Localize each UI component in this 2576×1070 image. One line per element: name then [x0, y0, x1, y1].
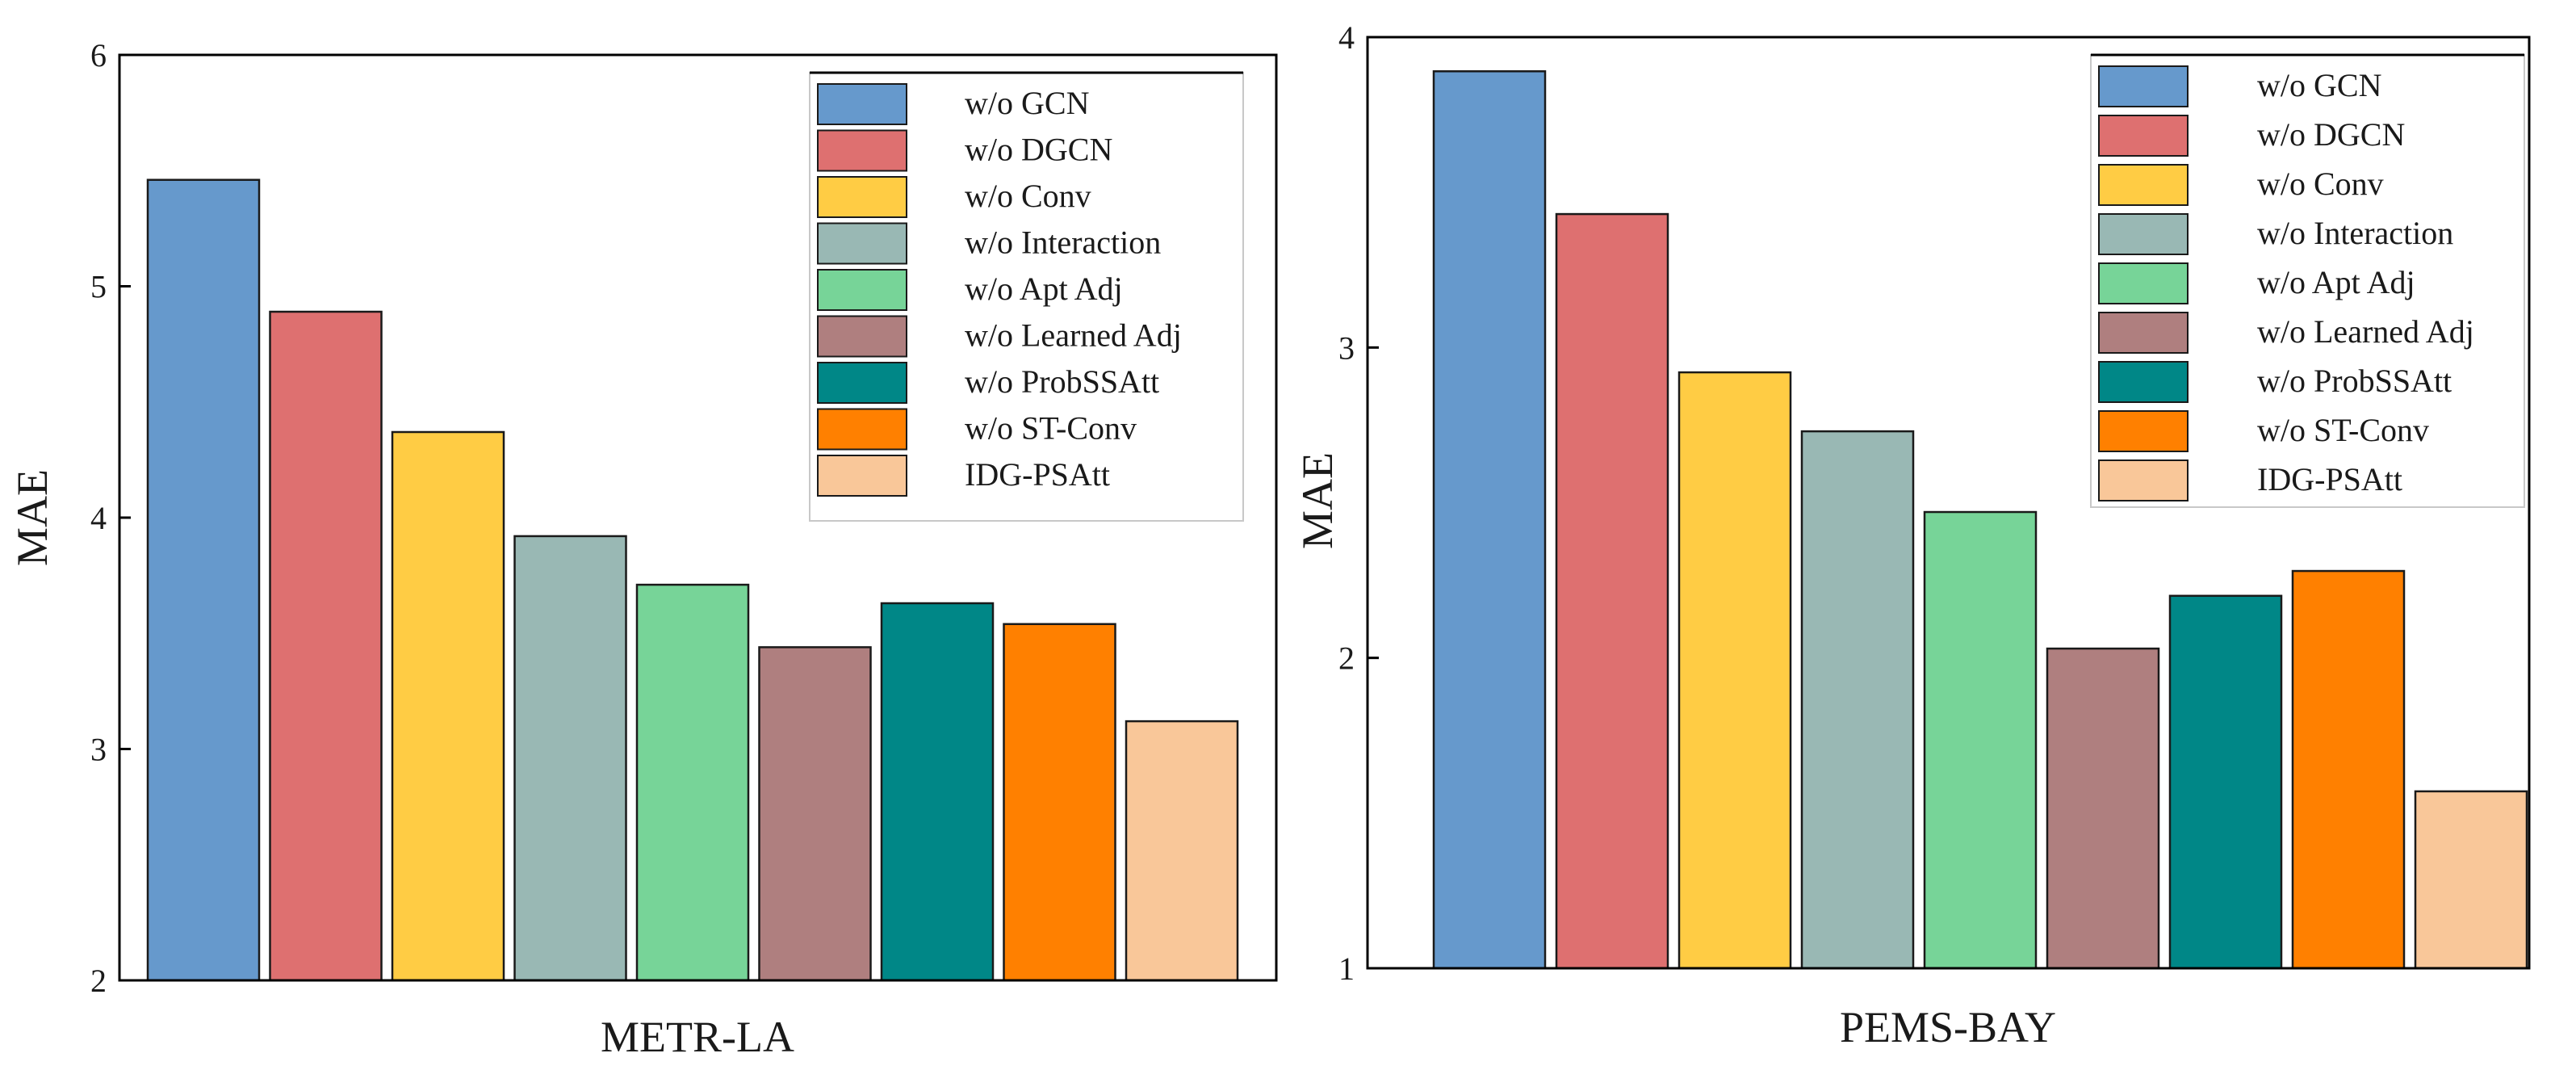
x-axis-title-metr-la: METR-LA	[601, 1013, 794, 1061]
bar-metr-la-9	[1125, 720, 1239, 982]
legend-label-pems-bay-9: IDG-PSAtt	[2257, 461, 2402, 497]
legend-swatch-pems-bay-3	[2098, 164, 2189, 206]
legend-swatch-metr-la-9	[817, 455, 907, 497]
legend-label-metr-la-9: IDG-PSAtt	[965, 456, 1110, 493]
y-tick-label-metr-la-0: 2	[90, 963, 107, 999]
y-tick-label-pems-bay-2: 3	[1338, 329, 1355, 366]
y-tick-label-pems-bay-3: 4	[1338, 19, 1355, 56]
y-ticks-pems-bay: 1 2 3 4	[1338, 19, 1379, 987]
legend-swatch-pems-bay-9	[2098, 459, 2189, 501]
legend-pems-bay: w/o GCN w/o DGCN w/o Conv w/o Interaction w/…	[2090, 53, 2525, 508]
chart-pems-bay: 1 2 3 4 MAE PEMS-BAY w/o GCN w/o DGCN w/o Con…	[1293, 19, 2531, 1051]
legend-swatch-pems-bay-7	[2098, 361, 2189, 403]
legend-label-metr-la-2: w/o DGCN	[965, 132, 1112, 168]
bar-pems-bay-8	[2291, 569, 2406, 970]
bar-metr-la-6	[758, 646, 872, 982]
x-axis-title-pems-bay: PEMS-BAY	[1840, 1003, 2056, 1051]
y-tick-label-metr-la-2: 4	[90, 500, 107, 536]
bars-metr-la	[146, 178, 1239, 982]
chart-metr-la: 2 3 4 5 6 MAE METR-LA w/o GCN w/o DGCN w/o Con…	[8, 37, 1278, 1061]
legend-label-pems-bay-5: w/o Apt Adj	[2257, 264, 2415, 300]
legend-label-metr-la-1: w/o GCN	[965, 85, 1089, 121]
legend-swatch-metr-la-8	[817, 408, 907, 451]
bar-pems-bay-9	[2414, 790, 2528, 970]
legend-swatch-pems-bay-1	[2098, 65, 2189, 107]
legend-swatch-pems-bay-2	[2098, 115, 2189, 157]
legend-swatch-pems-bay-5	[2098, 262, 2189, 304]
bar-pems-bay-6	[2046, 647, 2160, 970]
bar-pems-bay-2	[1555, 212, 1669, 970]
legend-swatch-metr-la-6	[817, 315, 907, 358]
legend-label-pems-bay-7: w/o ProbSSAtt	[2257, 363, 2452, 399]
bar-pems-bay-5	[1923, 510, 2038, 970]
bar-metr-la-2	[269, 310, 383, 982]
y-tick-label-pems-bay-1: 2	[1338, 640, 1355, 677]
legend-label-metr-la-8: w/o ST-Conv	[965, 410, 1137, 447]
bar-pems-bay-7	[2168, 594, 2283, 970]
legend-swatch-pems-bay-6	[2098, 312, 2189, 354]
bar-metr-la-3	[391, 430, 505, 982]
legend-label-metr-la-6: w/o Learned Adj	[965, 317, 1182, 354]
y-tick-label-metr-la-3: 5	[90, 269, 107, 305]
legend-label-pems-bay-1: w/o GCN	[2257, 67, 2381, 103]
legend-label-pems-bay-8: w/o ST-Conv	[2257, 412, 2429, 448]
bar-pems-bay-3	[1678, 371, 1792, 970]
legend-swatch-metr-la-7	[817, 362, 907, 404]
plot-frame-pems-bay	[1366, 36, 2531, 970]
legend-label-pems-bay-3: w/o Conv	[2257, 166, 2384, 202]
legend-metr-la: w/o GCN w/o DGCN w/o Conv w/o Interaction w/…	[809, 71, 1244, 522]
y-ticks-metr-la: 2 3 4 5 6	[90, 37, 131, 999]
bar-metr-la-8	[1003, 623, 1116, 982]
legend-label-pems-bay-4: w/o Interaction	[2257, 215, 2453, 251]
legend-swatch-metr-la-2	[817, 129, 907, 172]
bar-pems-bay-1	[1432, 70, 1547, 970]
y-tick-label-metr-la-4: 6	[90, 37, 107, 73]
legend-swatch-metr-la-5	[817, 269, 907, 311]
legend-swatch-metr-la-3	[817, 176, 907, 218]
bars-pems-bay	[1432, 70, 2528, 970]
y-axis-title-metr-la: MAE	[8, 469, 57, 566]
y-tick-label-metr-la-1: 3	[90, 732, 107, 768]
legend-label-metr-la-7: w/o ProbSSAtt	[965, 363, 1159, 400]
y-tick-label-pems-bay-0: 1	[1338, 950, 1355, 987]
legend-label-metr-la-3: w/o Conv	[965, 178, 1091, 214]
legend-label-pems-bay-2: w/o DGCN	[2257, 116, 2405, 153]
bar-metr-la-4	[513, 535, 627, 982]
y-axis-title-pems-bay: MAE	[1293, 452, 1342, 549]
legend-swatch-pems-bay-4	[2098, 213, 2189, 255]
legend-swatch-metr-la-1	[817, 83, 907, 125]
bar-metr-la-1	[146, 178, 261, 982]
legend-label-pems-bay-6: w/o Learned Adj	[2257, 313, 2474, 350]
bar-metr-la-5	[635, 583, 750, 982]
bar-metr-la-7	[880, 602, 995, 982]
legend-swatch-pems-bay-8	[2098, 410, 2189, 452]
legend-swatch-metr-la-4	[817, 222, 907, 265]
legend-label-metr-la-4: w/o Interaction	[965, 224, 1161, 261]
bar-pems-bay-4	[1800, 430, 1915, 970]
legend-label-metr-la-5: w/o Apt Adj	[965, 271, 1123, 307]
